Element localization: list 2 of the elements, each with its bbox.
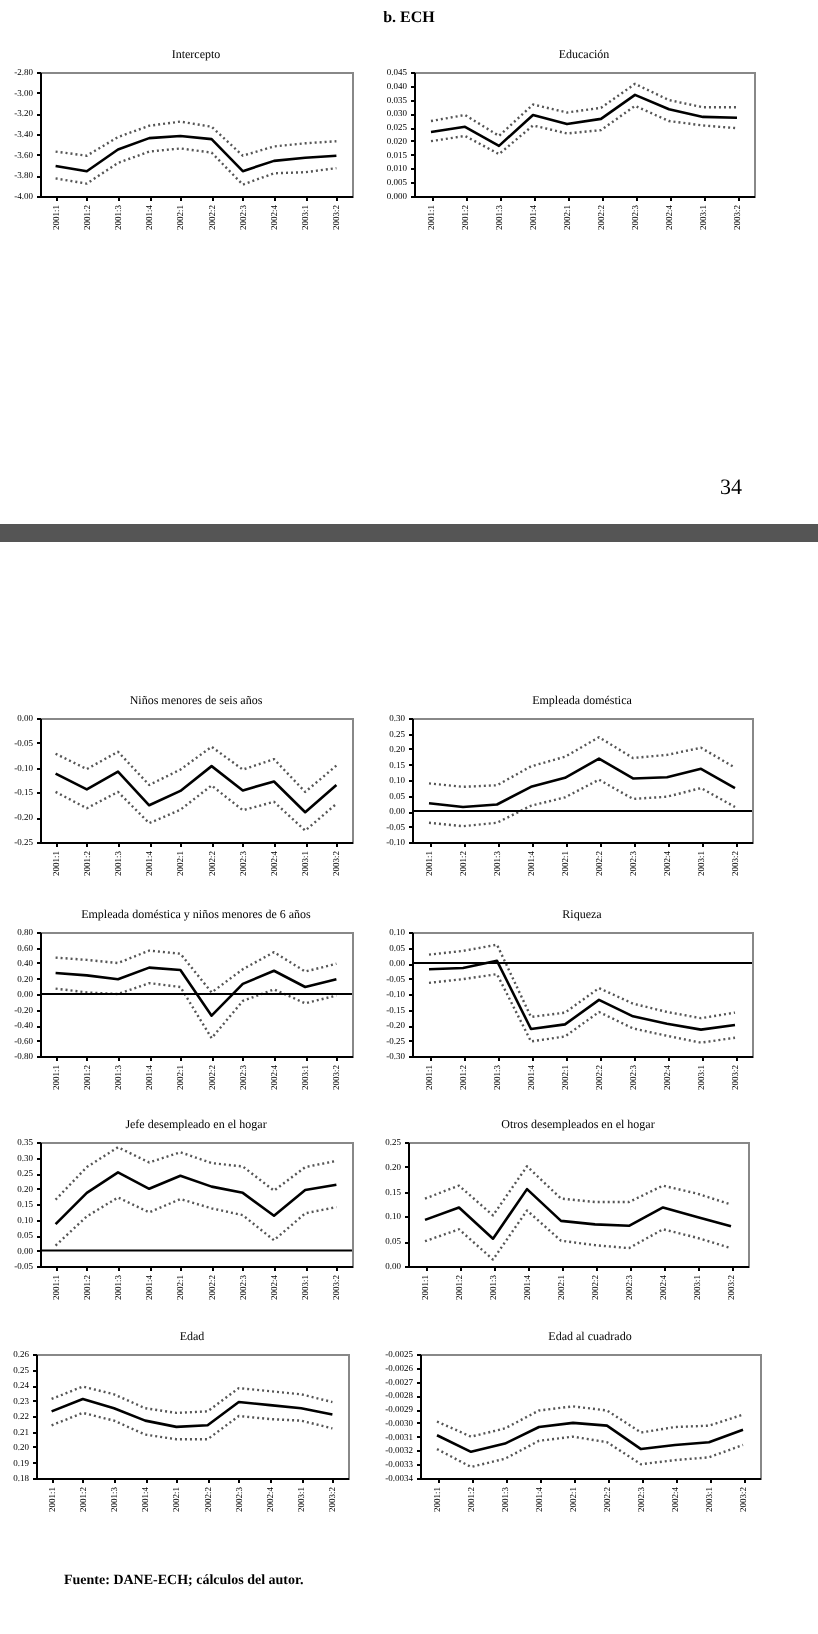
text: b. ECH: [381, 8, 437, 26]
text: 34: [720, 476, 742, 500]
